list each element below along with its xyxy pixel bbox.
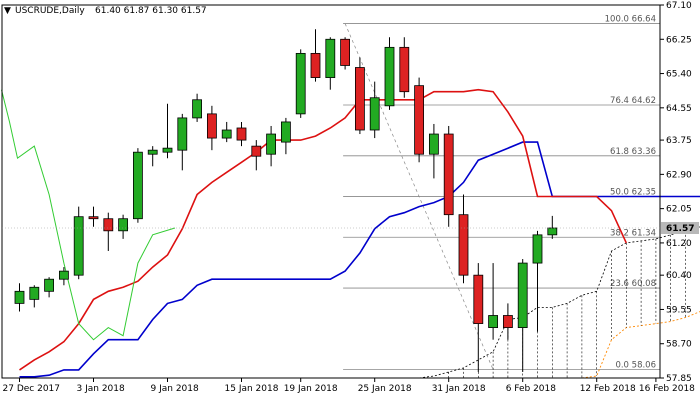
bull-candle-body — [163, 148, 172, 152]
y-tick-label: 67.10 — [666, 1, 692, 11]
bull-candle-body — [222, 130, 231, 138]
bear-candle-body — [104, 219, 113, 231]
bull-candle-body — [429, 134, 438, 154]
bear-candle-body — [237, 128, 246, 140]
bear-candle-body — [400, 47, 409, 91]
x-tick-label: 12 Feb 2018 — [580, 384, 636, 394]
bull-candle-body — [533, 235, 542, 263]
y-tick-label: 62.90 — [666, 170, 692, 180]
bear-candle-body — [459, 215, 468, 275]
y-tick-label: 57.85 — [666, 374, 692, 384]
y-tick-label: 65.40 — [666, 70, 692, 80]
fib-level-label: 38.2 61.34 — [610, 228, 656, 238]
x-tick-label: 27 Dec 2017 — [3, 384, 61, 394]
x-tick-label: 15 Jan 2018 — [225, 384, 279, 394]
symbol-label: USCRUDE,Daily — [15, 6, 85, 16]
bull-candle-body — [133, 152, 142, 219]
bull-candle-body — [548, 228, 557, 235]
bull-candle-body — [326, 39, 335, 77]
bull-candle-body — [385, 47, 394, 105]
bear-candle-body — [311, 53, 320, 77]
bull-candle-body — [30, 287, 39, 299]
x-tick-label: 3 Jan 2018 — [77, 384, 125, 394]
x-tick-label: 9 Jan 2018 — [151, 384, 199, 394]
x-tick-label: 25 Jan 2018 — [358, 384, 412, 394]
bear-candle-body — [474, 275, 483, 323]
bull-candle-body — [518, 263, 527, 328]
y-tick-label: 66.25 — [666, 35, 692, 45]
bull-candle-body — [296, 53, 305, 113]
bear-candle-body — [355, 68, 364, 131]
bear-candle-body — [503, 315, 512, 327]
fib-level-label: 100.0 66.64 — [605, 15, 656, 25]
bull-candle-body — [148, 150, 157, 154]
x-tick-label: 19 Jan 2018 — [284, 384, 338, 394]
y-tick-label: 61.20 — [666, 239, 692, 249]
bull-candle-body — [119, 219, 128, 231]
current-price-label: 61.57 — [666, 224, 694, 234]
y-tick-label: 63.75 — [666, 136, 692, 146]
bull-candle-body — [45, 279, 54, 291]
fib-level-label: 76.4 64.62 — [610, 96, 656, 106]
bull-candle-body — [489, 315, 498, 327]
bear-candle-body — [89, 217, 98, 219]
fib-level-label: 0.0 58.06 — [615, 361, 656, 371]
ohlc-label: 61.40 61.87 61.30 61.57 — [95, 6, 207, 16]
bull-candle-body — [74, 217, 83, 275]
y-tick-label: 59.55 — [666, 305, 692, 315]
y-tick-label: 64.55 — [666, 104, 692, 114]
fib-level-label: 61.8 63.36 — [610, 147, 656, 157]
bear-candle-body — [444, 134, 453, 215]
x-tick-label: 31 Jan 2018 — [432, 384, 486, 394]
bear-candle-body — [252, 146, 261, 156]
bull-candle-body — [59, 271, 68, 279]
bull-candle-body — [193, 100, 202, 118]
x-tick-label: 6 Feb 2018 — [506, 384, 557, 394]
y-tick-label: 58.70 — [666, 340, 692, 350]
bear-candle-body — [207, 114, 216, 138]
y-tick-label: 62.05 — [666, 205, 692, 215]
chart-symbol-icon: ▼ — [4, 6, 11, 16]
fib-level-label: 23.6 60.08 — [610, 279, 656, 289]
bear-candle-body — [341, 39, 350, 65]
y-tick-label: 60.40 — [666, 271, 692, 281]
bull-candle-body — [370, 98, 379, 130]
bull-candle-body — [178, 118, 187, 150]
bear-candle-body — [415, 86, 424, 155]
bull-candle-body — [15, 291, 24, 303]
x-tick-label: 16 Feb 2018 — [639, 384, 695, 394]
bull-candle-body — [281, 122, 290, 142]
bull-candle-body — [267, 134, 276, 154]
